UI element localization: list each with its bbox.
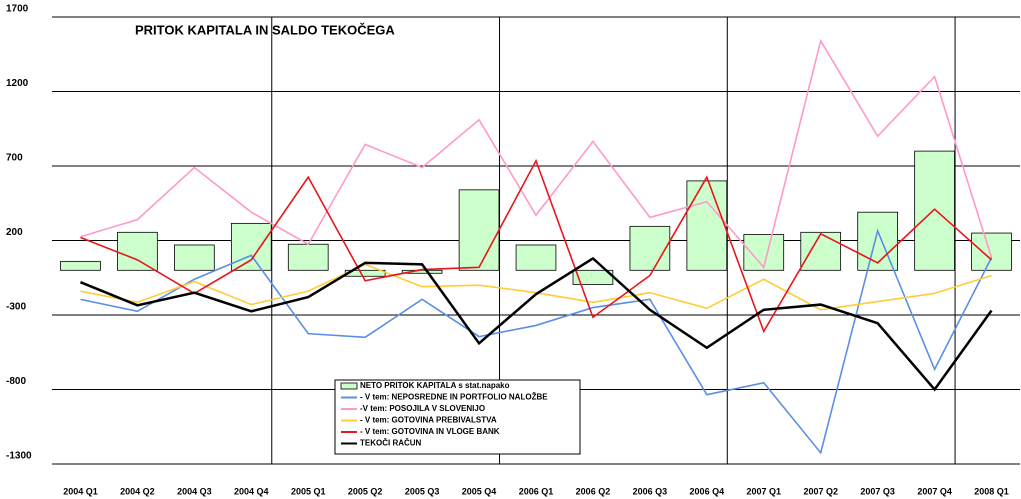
bar	[914, 150, 955, 271]
y-tick-label: 200	[6, 227, 23, 238]
chart-title: PRITOK KAPITALA IN SALDO TEKOČEGA	[135, 22, 395, 37]
legend-label: TEKOČI RAČUN	[360, 439, 422, 448]
x-tick-label: 2006 Q1	[519, 486, 554, 496]
y-tick-label: -300	[6, 302, 26, 313]
x-tick-label: 2004 Q3	[177, 486, 212, 496]
x-tick-label: 2006 Q3	[633, 486, 668, 496]
bar	[686, 180, 728, 271]
y-tick-label: 700	[6, 153, 23, 164]
bar	[287, 243, 329, 271]
x-tick-label: 2006 Q4	[690, 486, 725, 496]
y-tick-label: 1700	[6, 4, 29, 15]
bar	[458, 189, 500, 271]
line	[80, 228, 993, 455]
x-tick-label: 2007 Q1	[746, 486, 781, 496]
x-tick-label: 2005 Q4	[462, 486, 497, 496]
bar	[174, 244, 215, 271]
bar	[60, 260, 101, 271]
x-tick-label: 2006 Q2	[576, 486, 611, 496]
x-tick-label: 2004 Q1	[63, 486, 98, 496]
bar	[971, 232, 1012, 271]
bar	[800, 231, 842, 271]
bar	[857, 211, 898, 271]
legend: NETO PRITOK KAPITALA s stat.napako - V te…	[334, 379, 581, 455]
bar	[230, 222, 272, 271]
x-tick-label: 2007 Q4	[917, 486, 952, 496]
bar	[117, 231, 158, 271]
legend-label: -V tem: POSOJILA V SLOVENIJO	[360, 404, 485, 413]
y-tick-label: -800	[6, 376, 26, 387]
x-tick-label: 2007 Q3	[860, 486, 895, 496]
x-tick-label: 2005 Q2	[348, 486, 383, 496]
line	[80, 263, 992, 311]
line	[80, 158, 993, 334]
y-tick-label: -1300	[6, 451, 32, 462]
legend-label: NETO PRITOK KAPITALA s stat.napako	[360, 381, 510, 390]
legend-swatch	[340, 382, 358, 390]
x-tick-label: 2008 Q1	[974, 486, 1009, 496]
legend-label: - V tem: NEPOSREDNE IN PORTFOLIO NALOŽBE	[360, 393, 548, 402]
line	[80, 38, 993, 270]
bar	[515, 244, 557, 271]
legend-box	[334, 379, 581, 455]
x-tick-label: 2005 Q1	[291, 486, 326, 496]
x-tick-label: 2004 Q4	[234, 486, 269, 496]
legend-label: - V tem: GOTOVINA IN VLOGE BANK	[360, 427, 500, 436]
bar	[629, 225, 671, 271]
line	[80, 256, 993, 392]
y-tick-label: 1200	[6, 78, 29, 89]
legend-label: - V tem: GOTOVINA PREBIVALSTVA	[360, 416, 497, 425]
x-tick-label: 2007 Q2	[803, 486, 838, 496]
x-tick-label: 2004 Q2	[120, 486, 155, 496]
x-tick-label: 2005 Q3	[405, 486, 440, 496]
